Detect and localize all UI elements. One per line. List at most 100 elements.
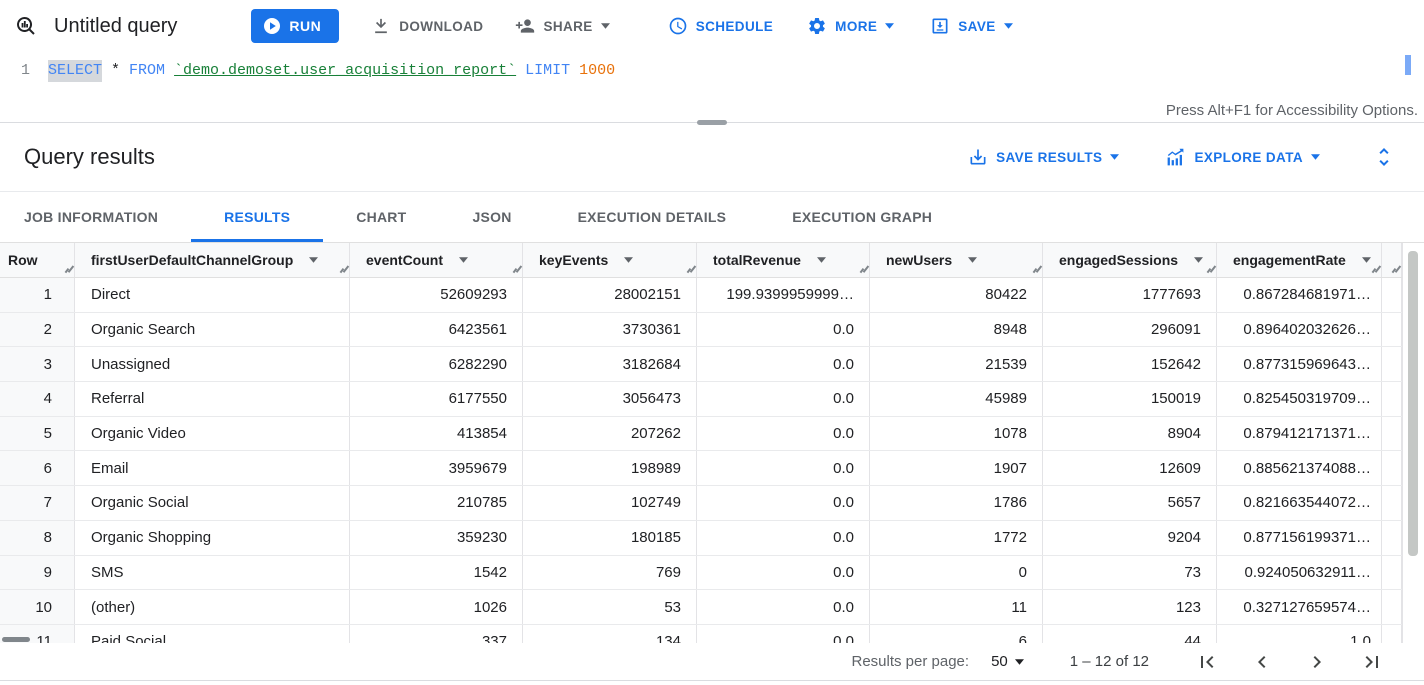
column-header-Row[interactable]: Row [0,243,75,277]
last-page-button[interactable] [1360,650,1384,674]
column-label: eventCount [366,252,443,268]
tab-job-information[interactable]: JOB INFORMATION [24,209,159,225]
table-cell-stub [1382,590,1402,624]
column-resize-handle[interactable] [686,265,697,273]
save-button[interactable]: SAVE [930,16,1013,36]
table-cell: 6282290 [350,347,523,382]
table-cell: 1786 [870,486,1043,520]
column-dropdown-icon[interactable] [624,257,634,263]
table-cell: 1078 [870,416,1043,451]
sql-table-reference[interactable]: `demo.demoset.user_acquisition_report` [174,62,517,79]
table-cell: 52609293 [350,278,523,312]
save-results-button[interactable]: SAVE RESULTS [968,147,1120,167]
table-cell: 9204 [1043,520,1217,555]
chevron-down-icon [885,23,895,29]
table-row: 10 (other) 1026 53 0.0 11 123 0.327127659574… [0,590,1402,625]
column-resize-handle[interactable] [512,265,523,273]
splitter-drag-handle[interactable] [697,120,727,125]
table-row: 11 Paid Social 337 134 0.0 6 44 1.0 [0,624,1402,643]
table-cell: 210785 [350,486,523,520]
column-resize-handle[interactable] [1391,265,1402,273]
table-cell: 0.0 [697,416,870,451]
table-cell: 6177550 [350,382,523,416]
table-vertical-scrollbar[interactable] [1402,243,1424,643]
previous-page-button[interactable] [1250,650,1274,674]
column-dropdown-icon[interactable] [816,257,826,263]
expand-collapse-button[interactable] [1372,145,1396,169]
column-dropdown-icon[interactable] [1361,257,1371,263]
editor-scrollbar-thumb[interactable] [1405,55,1411,75]
tab-execution-details[interactable]: EXECUTION DETAILS [577,209,727,225]
explore-data-button[interactable]: EXPLORE DATA [1165,147,1320,168]
column-header-keyEvents[interactable]: keyEvents [523,243,697,277]
table-cell: 123 [1043,590,1217,624]
column-header-eventCount[interactable]: eventCount [350,243,523,277]
share-button[interactable]: SHARE [515,16,610,36]
chevron-down-icon [600,23,610,29]
column-dropdown-icon[interactable] [1194,257,1204,263]
chevron-down-icon [1110,154,1120,160]
chevron-down-icon [1311,154,1320,160]
column-resize-handle[interactable] [1206,265,1217,273]
column-header-engagementRate[interactable]: engagementRate [1217,243,1382,277]
tab-chart[interactable]: CHART [356,209,407,225]
run-button[interactable]: RUN [251,9,340,43]
results-table-body: 1 Direct 52609293 28002151 199.9399959999… 80… [0,278,1402,643]
column-dropdown-icon[interactable] [309,257,319,263]
table-horizontal-scrollbar-thumb[interactable] [2,637,30,642]
results-tabs: JOB INFORMATION RESULTS CHART JSON EXECUTION… [0,192,1424,243]
download-button[interactable]: DOWNLOAD [371,16,483,36]
column-resize-handle[interactable] [859,265,870,273]
sql-keyword-limit: LIMIT [525,62,571,79]
table-cell: 11 [870,590,1043,624]
toolbar: Untitled query RUN DOWNLOAD SHARE SCHEDU… [0,0,1424,52]
column-label: newUsers [886,252,953,268]
page-size-select[interactable]: 50 [991,653,1024,670]
save-icon [932,18,948,34]
table-row: 9 SMS 1542 769 0.0 0 73 0.924050632911… [0,555,1402,591]
play-icon [264,18,281,34]
results-actions: SAVE RESULTS EXPLORE DATA [968,145,1396,169]
table-cell-stub [1382,278,1402,312]
table-row: 3 Unassigned 6282290 3182684 0.0 21539 152642 0… [0,347,1402,383]
sql-editor[interactable]: 1 SELECT * FROM `demo.demoset.user_acqui… [0,52,1424,125]
table-row: 4 Referral 6177550 3056473 0.0 45989 150019 0.8… [0,382,1402,417]
column-resize-handle[interactable] [1371,265,1382,273]
column-dropdown-icon[interactable] [459,257,468,263]
row-number-cell: 1 [0,278,75,312]
column-dropdown-icon[interactable] [968,257,978,263]
tab-results[interactable]: RESULTS [191,192,324,242]
table-vertical-scrollbar-thumb[interactable] [1408,251,1418,556]
tab-execution-graph[interactable]: EXECUTION GRAPH [792,209,933,225]
column-header-stub[interactable] [1382,243,1402,277]
more-button[interactable]: MORE [807,16,895,36]
column-header-newUsers[interactable]: newUsers [870,243,1043,277]
next-page-button[interactable] [1305,650,1329,674]
column-resize-handle[interactable] [1032,265,1043,273]
table-cell: 207262 [523,416,697,451]
column-resize-handle[interactable] [339,265,350,273]
row-number-cell: 2 [0,312,75,347]
table-cell: 296091 [1043,312,1217,347]
unfold-more-icon [1379,148,1389,166]
column-label: firstUserDefaultChannelGroup [91,252,294,268]
column-header-totalRevenue[interactable]: totalRevenue [697,243,870,277]
table-cell: 1.0 [1217,624,1382,643]
table-cell: 0.0 [697,451,870,486]
first-page-button[interactable] [1195,650,1219,674]
tab-json[interactable]: JSON [472,209,512,225]
table-row: 1 Direct 52609293 28002151 199.9399959999… 80… [0,278,1402,313]
sql-code-line[interactable]: 1 SELECT * FROM `demo.demoset.user_acqui… [0,60,615,82]
table-cell: 0.877156199371… [1217,520,1382,555]
person-add-icon [516,19,535,33]
table-cell: 1026 [350,590,523,624]
column-resize-handle[interactable] [64,265,75,273]
column-header-firstUserDefaultChannelGroup[interactable]: firstUserDefaultChannelGroup [75,243,350,277]
table-cell: Organic Social [75,486,350,520]
gear-icon [809,17,825,34]
table-cell: 199.9399959999… [697,278,870,312]
schedule-button[interactable]: SCHEDULE [668,16,773,36]
chevron-down-icon [1003,23,1013,29]
column-header-engagedSessions[interactable]: engagedSessions [1043,243,1217,277]
table-cell: 0.0 [697,312,870,347]
